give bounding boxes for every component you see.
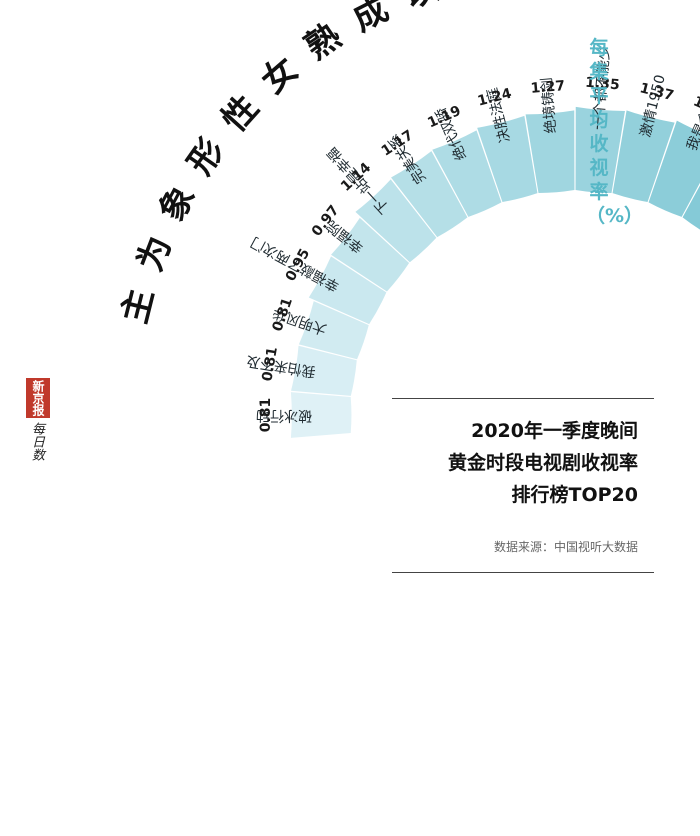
- value-label-11: 1.27: [530, 78, 566, 97]
- bar-7: [682, 185, 700, 230]
- bar-11: [525, 110, 575, 193]
- info-box: 2020年一季度晚间 黄金时段电视剧收视率 排行榜TOP20 数据来源：中国视听…: [392, 398, 654, 574]
- value-label-10: 1.35: [585, 75, 621, 94]
- bar-15: [355, 179, 437, 263]
- info-bottom-rule: [392, 572, 654, 573]
- brand-logo-text: 新京报: [26, 378, 50, 418]
- value-label-19: 0.81: [259, 346, 280, 383]
- data-source: 数据来源：中国视听大数据: [493, 540, 638, 554]
- value-label-8: 1.43: [691, 93, 700, 122]
- headline-bottom-char-3: 以: [398, 0, 444, 17]
- bar-9: [612, 110, 675, 203]
- headline-bottom-char-5: 熟: [298, 16, 349, 68]
- headline-bottom-char-7: 性: [214, 88, 266, 140]
- bar-19: [291, 345, 357, 396]
- bars: [290, 106, 700, 438]
- value-label-20: 0.81: [258, 398, 274, 433]
- chart-title-line3: 排行榜TOP20: [511, 484, 638, 506]
- headline-bottom-char-6: 女: [254, 49, 306, 101]
- headline-top-char-10: 性: [675, 0, 700, 5]
- chart-title-line2: 黄金时段电视剧收视率: [447, 452, 638, 474]
- bar-20: [290, 392, 352, 438]
- headline-bottom-char-8: 形: [180, 131, 232, 182]
- bar-18: [298, 301, 369, 360]
- category-label-20: 破冰行动: [256, 407, 312, 423]
- bar-8: [648, 120, 700, 217]
- bar-17: [308, 256, 387, 325]
- brand-logo: 新京报 每日数: [26, 378, 50, 461]
- category-label-10: 一个都不能少: [591, 46, 614, 131]
- headline-bottom-char-4: 成: [346, 0, 394, 40]
- brand-logo-sub: 每日数: [29, 422, 44, 461]
- bar-14: [391, 151, 468, 238]
- bar-13: [432, 130, 502, 217]
- chart-title-line1: 2020年一季度晚间: [471, 420, 638, 442]
- info-top-rule: [392, 398, 654, 399]
- y-axis-label: 每集平均收视率（%）: [586, 37, 644, 227]
- headline-bottom-char-10: 为: [130, 231, 180, 277]
- bar-10: [575, 106, 625, 193]
- bar-16: [331, 217, 410, 292]
- category-label-11: 绝境铸剑: [539, 77, 560, 134]
- bar-12: [477, 115, 538, 203]
- headline-bottom-char-11: 主: [115, 285, 162, 328]
- headline-bottom-char-9: 象: [152, 179, 203, 228]
